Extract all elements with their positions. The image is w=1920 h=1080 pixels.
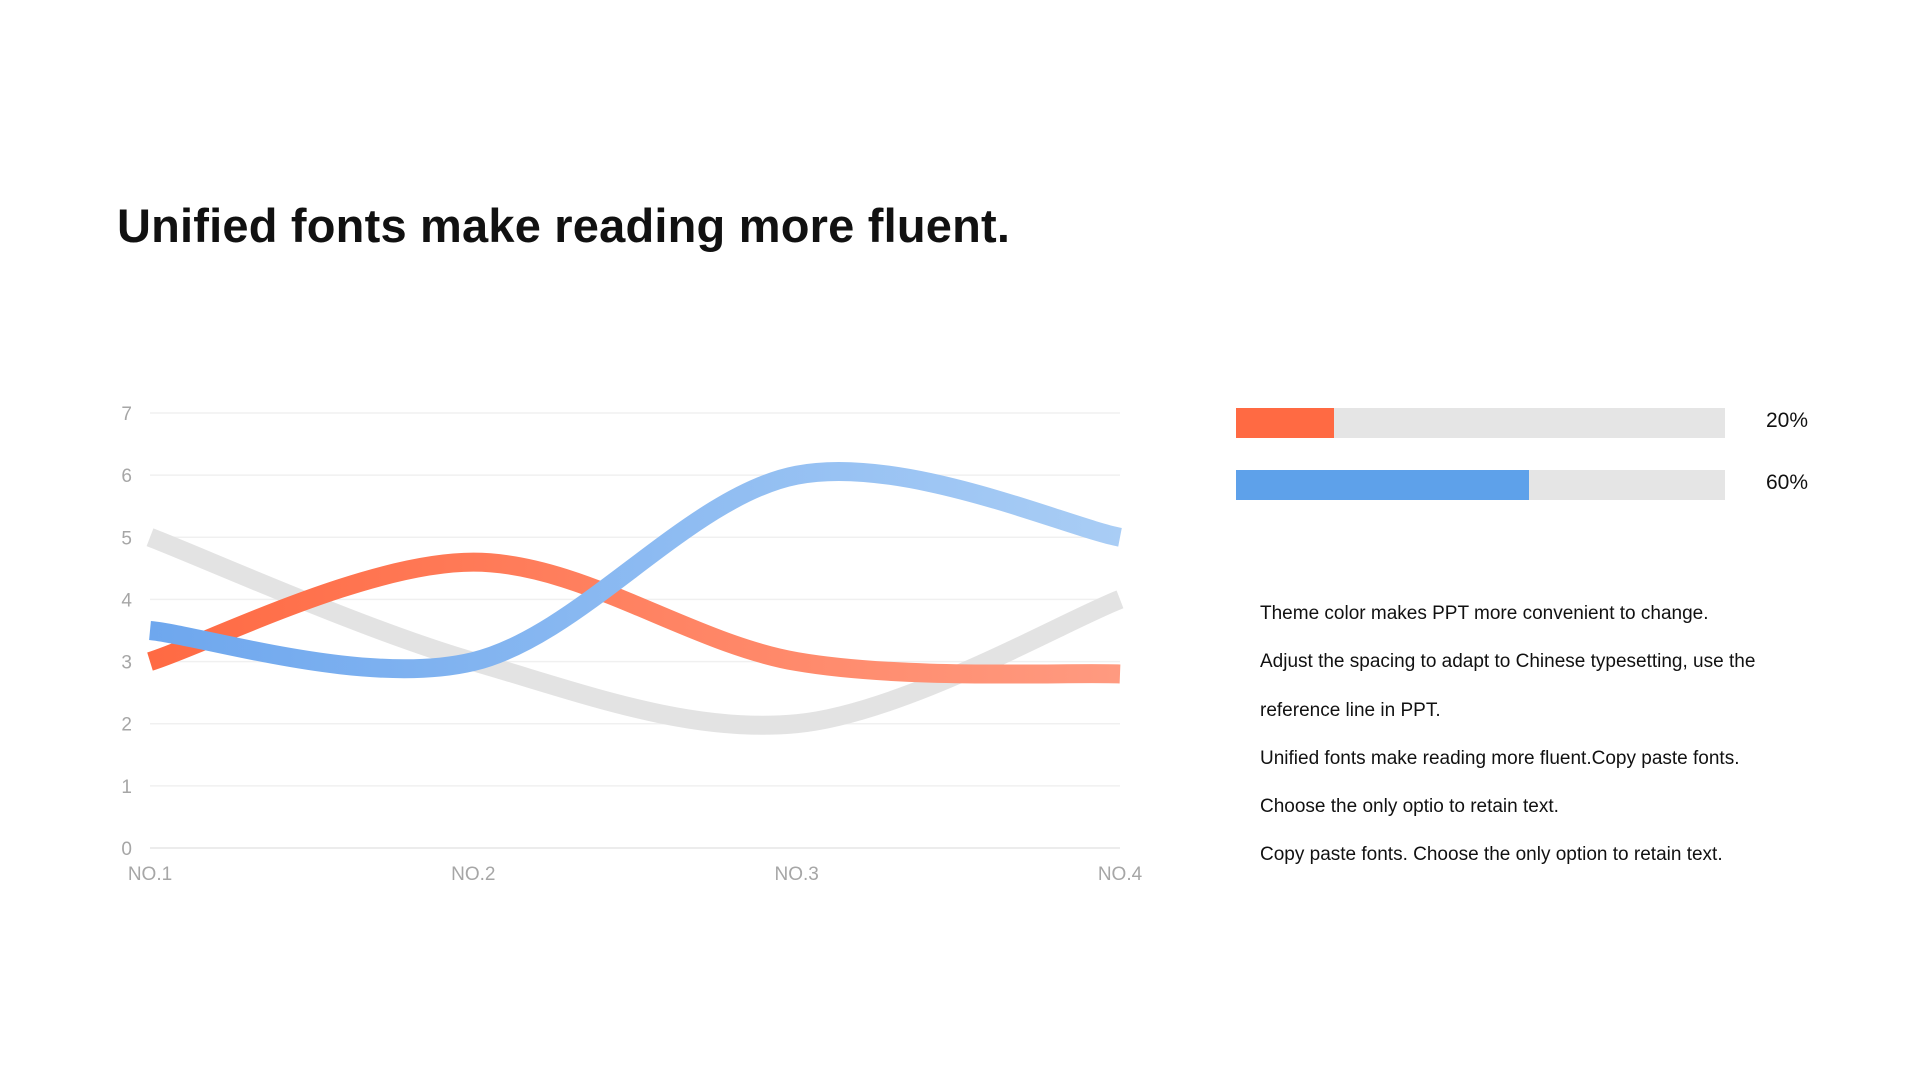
- slide-title: Unified fonts make reading more fluent.: [117, 199, 1011, 252]
- chart-labels: 0 1 2 3 4 5 6 7 NO.1 NO.2 NO.3 NO.4: [121, 404, 1142, 885]
- x-tick-label: NO.1: [128, 864, 172, 885]
- series-line: [148, 462, 1122, 679]
- x-tick-label: NO.2: [451, 864, 495, 885]
- description-line: reference line in PPT.: [1260, 699, 1441, 721]
- progress-fill: [1236, 408, 1334, 438]
- y-tick-label: 1: [121, 777, 132, 798]
- y-tick-label: 0: [121, 839, 132, 860]
- y-tick-label: 3: [121, 653, 132, 674]
- y-tick-label: 2: [121, 715, 132, 736]
- chart-series: [146, 462, 1124, 735]
- progress-row-2: 60%: [1236, 470, 1809, 500]
- progress-fill: [1236, 470, 1530, 500]
- y-tick-label: 7: [121, 404, 132, 425]
- progress-percent: 20%: [1766, 409, 1809, 432]
- progress-track: [1236, 408, 1725, 438]
- progress-percent: 60%: [1766, 471, 1809, 494]
- series-line: [147, 552, 1121, 684]
- x-tick-label: NO.4: [1098, 864, 1143, 885]
- y-tick-label: 5: [121, 528, 132, 549]
- y-tick-label: 4: [121, 590, 132, 611]
- description-line: Choose the only optio to retain text.: [1260, 796, 1559, 818]
- y-tick-label: 6: [121, 466, 132, 487]
- description-line: Copy paste fonts. Choose the only option…: [1260, 844, 1723, 866]
- x-tick-label: NO.3: [774, 864, 818, 885]
- progress-track: [1236, 470, 1725, 500]
- chart-grid: [150, 412, 1120, 849]
- description-line: Unified fonts make reading more fluent.C…: [1260, 747, 1740, 769]
- progress-row-1: 20%: [1236, 408, 1809, 438]
- description-line: Adjust the spacing to adapt to Chinese t…: [1260, 651, 1756, 673]
- description-text: Theme color makes PPT more convenient to…: [1260, 600, 1820, 890]
- description-line: Theme color makes PPT more convenient to…: [1260, 603, 1709, 624]
